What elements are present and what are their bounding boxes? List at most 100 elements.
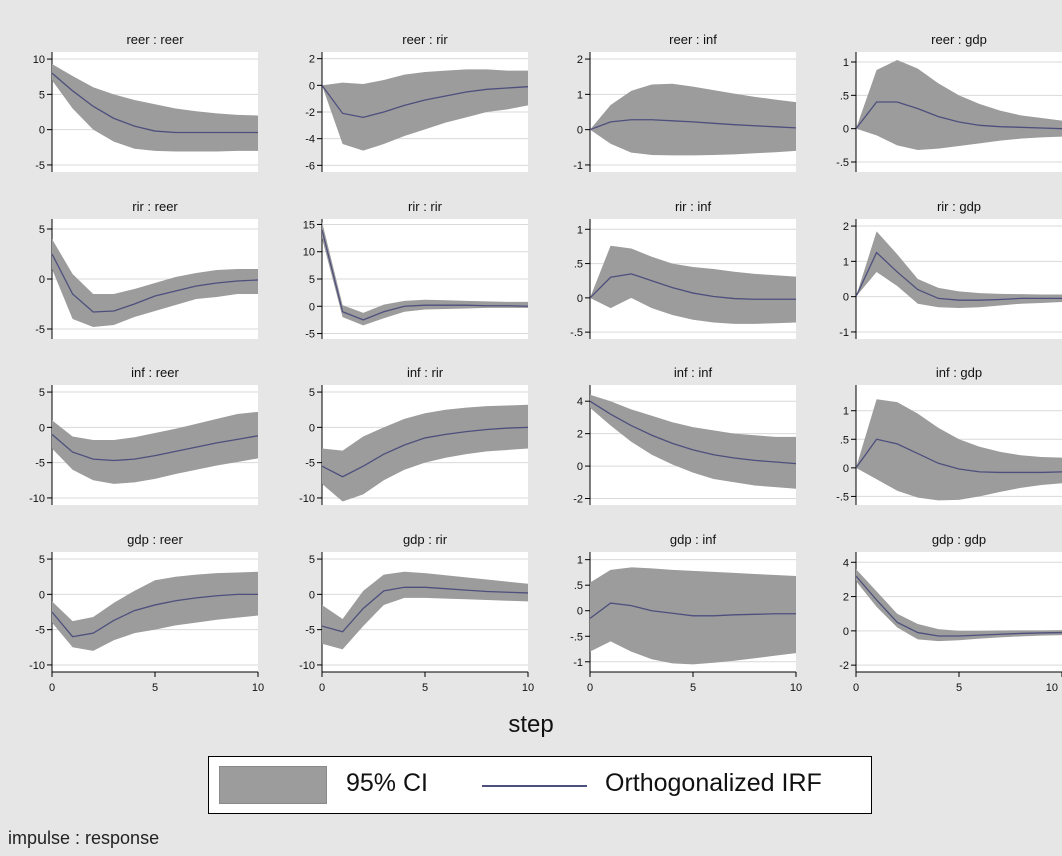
irf-line — [856, 251, 1062, 301]
y-tick-label: -.5 — [836, 157, 849, 169]
chart-legend: 95% CI Orthogonalized IRF — [208, 756, 872, 814]
panel-title: rir : rir — [408, 199, 443, 214]
y-tick-label: 4 — [843, 557, 849, 569]
y-tick-label: 1 — [577, 224, 583, 236]
x-tick-label: 5 — [152, 682, 158, 694]
irf-panel: rir : gdp 2 1 0 -1 — [839, 199, 1062, 339]
y-tick-label: 0 — [39, 422, 45, 434]
x-tick-label: 10 — [252, 682, 264, 694]
y-tick-label: 10 — [33, 54, 45, 66]
irf-panel: reer : rir 2 0 -2 -4 -6 — [305, 32, 528, 172]
legend-ci-label: 95% CI — [346, 769, 428, 797]
y-tick-label: -10 — [299, 660, 315, 672]
y-tick-label: -10 — [29, 493, 45, 505]
y-tick-label: 0 — [577, 125, 583, 137]
y-tick-label: 5 — [309, 554, 315, 566]
panel-title: reer : gdp — [931, 32, 987, 47]
y-tick-label: .5 — [840, 434, 849, 446]
x-tick-label: 5 — [422, 682, 428, 694]
irf-panel: gdp : inf 1 .5 0 -.5 -1 0 5 10 — [570, 532, 802, 694]
x-tick-label: 0 — [49, 682, 55, 694]
irf-line — [590, 273, 796, 300]
y-tick-label: 5 — [39, 224, 45, 236]
irf-line — [856, 438, 1062, 474]
panel-title: gdp : inf — [670, 532, 717, 547]
ci-band — [856, 231, 1062, 308]
y-tick-label: 1 — [843, 256, 849, 268]
x-tick-label: 0 — [319, 682, 325, 694]
ci-band — [590, 245, 796, 324]
irf-panel: inf : reer 5 0 -5 -10 — [29, 365, 258, 505]
ci-band — [52, 411, 258, 484]
y-tick-label: 0 — [39, 125, 45, 137]
irf-line — [322, 229, 528, 321]
y-tick-label: 0 — [39, 589, 45, 601]
irf-line — [322, 586, 528, 633]
irf-panel: gdp : rir 5 0 -5 -10 0 5 10 — [299, 532, 534, 694]
y-tick-label: 2 — [843, 221, 849, 233]
legend-irf-line — [482, 785, 587, 787]
panel-title: gdp : reer — [127, 532, 183, 547]
y-tick-label: 5 — [39, 554, 45, 566]
panel-title: rir : gdp — [937, 199, 981, 214]
y-tick-label: 0 — [577, 606, 583, 618]
ci-band — [322, 404, 528, 502]
y-tick-label: 0 — [309, 422, 315, 434]
y-tick-label: 5 — [309, 274, 315, 286]
y-tick-label: 0 — [577, 293, 583, 305]
y-tick-label: -5 — [305, 329, 315, 341]
irf-panel: rir : inf 1 .5 0 -.5 — [570, 199, 796, 339]
irf-panel: gdp : reer 5 0 -5 -10 0 5 10 — [29, 532, 264, 694]
x-tick-label: 5 — [690, 682, 696, 694]
irf-line — [322, 84, 528, 118]
irf-panel: rir : reer 5 0 -5 — [35, 199, 258, 339]
x-tick-label: 0 — [853, 682, 859, 694]
panel-title: inf : gdp — [936, 365, 982, 380]
panel-title: reer : reer — [126, 32, 184, 47]
y-tick-label: 0 — [39, 274, 45, 286]
irf-line — [322, 426, 528, 478]
irf-panel: inf : inf 4 2 0 -2 — [573, 365, 796, 506]
y-tick-label: 0 — [843, 626, 849, 638]
irf-panel: reer : inf 2 1 0 -1 — [573, 32, 796, 172]
ci-band — [590, 83, 796, 156]
y-tick-label: -4 — [305, 134, 315, 146]
x-tick-label: 0 — [587, 682, 593, 694]
y-tick-label: -2 — [839, 660, 849, 672]
irf-line — [52, 253, 258, 313]
x-tick-label: 10 — [522, 682, 534, 694]
y-tick-label: -5 — [305, 458, 315, 470]
ci-band — [856, 399, 1062, 501]
y-tick-label: -6 — [305, 160, 315, 172]
x-tick-label: 5 — [956, 682, 962, 694]
y-tick-label: 2 — [577, 54, 583, 66]
panel-title: inf : rir — [407, 365, 444, 380]
irf-panel: reer : gdp 1 .5 0 -.5 — [836, 32, 1062, 172]
x-tick-label: 10 — [790, 682, 802, 694]
y-tick-label: 1 — [577, 555, 583, 567]
y-tick-label: -5 — [35, 625, 45, 637]
y-tick-label: 0 — [843, 124, 849, 136]
y-tick-label: .5 — [574, 259, 583, 271]
y-tick-label: 0 — [309, 589, 315, 601]
irf-line — [52, 433, 258, 462]
y-tick-label: -5 — [305, 625, 315, 637]
irf-panel: gdp : gdp 4 2 0 -2 0 5 10 — [839, 532, 1062, 694]
y-tick-label: 0 — [843, 463, 849, 475]
y-tick-label: 2 — [843, 592, 849, 604]
y-tick-label: 1 — [843, 57, 849, 69]
irf-line — [856, 101, 1062, 130]
y-tick-label: 4 — [577, 396, 583, 408]
irf-line — [590, 602, 796, 619]
y-tick-label: 15 — [303, 219, 315, 231]
panel-title: rir : reer — [132, 199, 178, 214]
panel-title: inf : inf — [674, 365, 713, 380]
y-tick-label: -.5 — [836, 491, 849, 503]
y-tick-label: -1 — [573, 657, 583, 669]
y-tick-label: .5 — [574, 580, 583, 592]
y-tick-label: -1 — [573, 160, 583, 172]
panel-title: reer : rir — [402, 32, 448, 47]
y-tick-label: 0 — [577, 461, 583, 473]
ci-band — [52, 239, 258, 327]
y-tick-label: 10 — [303, 247, 315, 259]
